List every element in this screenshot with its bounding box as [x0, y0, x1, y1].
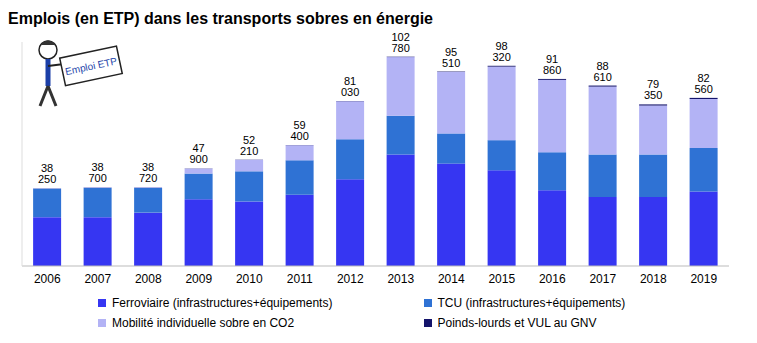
html-text:TCU (infrastructures+équipemen: TCU (infrastructures+équipements) [437, 296, 626, 310]
svg-text:38700: 38700 [88, 161, 106, 184]
svg-text:38250: 38250 [38, 162, 56, 185]
svg-text:2019: 2019 [690, 272, 717, 286]
html-text:Ferroviaire (infrastructures+é: Ferroviaire (infrastructures+équipements… [112, 296, 333, 310]
html-text:Mobilité individuelle sobre en: Mobilité individuelle sobre en CO2 [112, 316, 295, 330]
html-text:Emplois (en ETP) dans les tran: Emplois (en ETP) dans les transports sob… [8, 10, 433, 27]
svg-text:79350: 79350 [644, 78, 662, 101]
svg-text:2016: 2016 [539, 272, 566, 286]
svg-text:2006: 2006 [34, 272, 61, 286]
svg-text:Emploi ETP: Emploi ETP [64, 55, 118, 77]
svg-text:2015: 2015 [488, 272, 515, 286]
svg-text:81030: 81030 [341, 75, 359, 98]
svg-text:2013: 2013 [387, 272, 414, 286]
svg-text:47900: 47900 [189, 142, 207, 165]
svg-text:82560: 82560 [694, 72, 712, 95]
svg-text:95510: 95510 [442, 46, 460, 69]
svg-text:2014: 2014 [438, 272, 465, 286]
svg-text:98320: 98320 [492, 40, 510, 63]
svg-text:52210: 52210 [240, 134, 258, 157]
svg-text:38720: 38720 [139, 161, 157, 184]
svg-text:2018: 2018 [640, 272, 667, 286]
svg-text:88610: 88610 [593, 60, 611, 83]
svg-text:2012: 2012 [337, 272, 364, 286]
svg-text:91860: 91860 [543, 53, 561, 76]
svg-text:2017: 2017 [589, 272, 616, 286]
svg-text:102780: 102780 [391, 32, 409, 54]
svg-text:2010: 2010 [236, 272, 263, 286]
svg-text:2011: 2011 [287, 272, 313, 286]
svg-text:2009: 2009 [185, 272, 212, 286]
svg-text:2008: 2008 [135, 272, 162, 286]
svg-text:2007: 2007 [84, 272, 111, 286]
svg-text:59400: 59400 [290, 119, 308, 142]
html-text:Poinds-lourds et VUL au GNV: Poinds-lourds et VUL au GNV [437, 316, 597, 330]
